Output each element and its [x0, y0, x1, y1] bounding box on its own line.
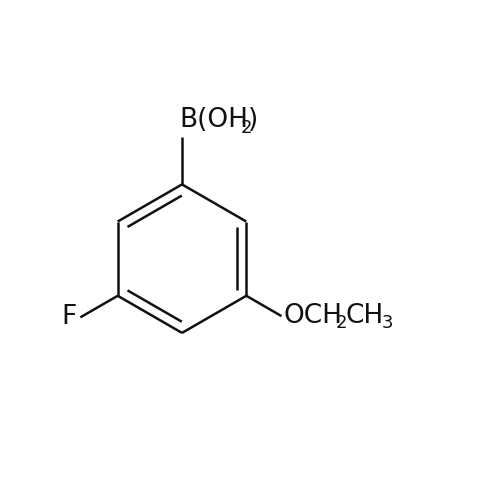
Text: CH: CH	[345, 303, 384, 329]
Text: OCH: OCH	[284, 303, 343, 329]
Text: 2: 2	[241, 118, 252, 137]
Text: 3: 3	[381, 314, 393, 332]
Text: 2: 2	[336, 314, 347, 332]
Text: B(OH): B(OH)	[180, 107, 259, 133]
Text: F: F	[61, 304, 77, 331]
